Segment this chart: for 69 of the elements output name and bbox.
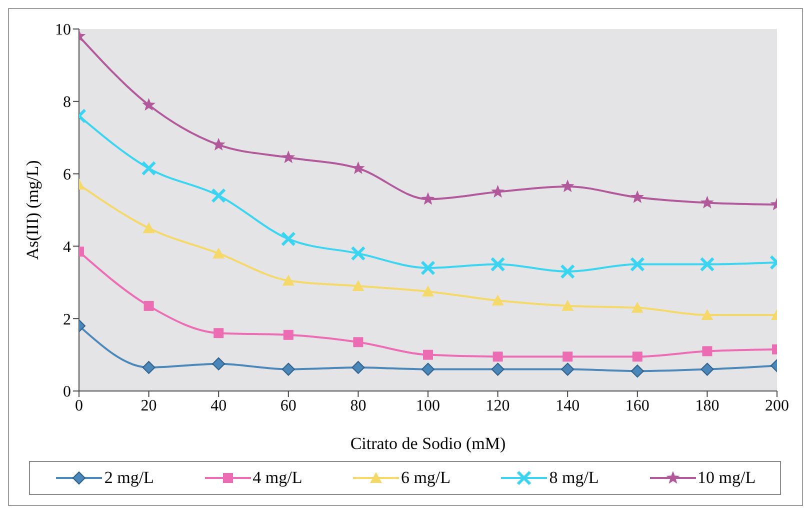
legend-label: 8 mg/L bbox=[549, 468, 599, 488]
point bbox=[492, 352, 503, 362]
point bbox=[561, 362, 574, 376]
x-tick-label: 0 bbox=[75, 397, 83, 414]
point bbox=[214, 328, 224, 338]
y-axis-title: As(III) (mg/L) bbox=[23, 160, 42, 260]
point bbox=[211, 188, 226, 204]
x-tick-label: 160 bbox=[625, 397, 650, 414]
x-tick-label: 200 bbox=[765, 397, 789, 414]
legend-label: 6 mg/L bbox=[400, 468, 451, 488]
point bbox=[560, 179, 574, 192]
point bbox=[492, 294, 504, 306]
x-tick-label: 20 bbox=[140, 397, 157, 414]
point bbox=[700, 362, 714, 376]
point bbox=[212, 138, 226, 151]
point bbox=[142, 222, 155, 234]
y-tick-label: 2 bbox=[63, 311, 71, 328]
point bbox=[422, 285, 434, 296]
point bbox=[422, 362, 434, 376]
point bbox=[421, 192, 435, 205]
x-tick-label: 120 bbox=[486, 397, 510, 414]
y-tick-label: 8 bbox=[63, 94, 71, 112]
point bbox=[282, 150, 296, 164]
point bbox=[632, 352, 642, 362]
x-axis-title: Citrato de Sodio (mM) bbox=[350, 434, 506, 453]
y-tick-label: 0 bbox=[63, 384, 71, 401]
point bbox=[700, 256, 715, 272]
point bbox=[282, 274, 294, 286]
point bbox=[702, 346, 712, 356]
point bbox=[491, 184, 504, 198]
point bbox=[490, 256, 506, 272]
point bbox=[630, 364, 644, 378]
point bbox=[212, 357, 226, 370]
point bbox=[562, 352, 573, 362]
point bbox=[282, 362, 295, 376]
point bbox=[560, 264, 576, 280]
y-tick-label: 4 bbox=[63, 238, 71, 256]
point bbox=[352, 280, 364, 292]
x-tick-label: 100 bbox=[416, 397, 440, 414]
point bbox=[491, 362, 504, 376]
point bbox=[423, 350, 433, 360]
x-tick-label: 60 bbox=[280, 397, 296, 414]
point bbox=[562, 300, 574, 311]
point bbox=[700, 196, 714, 208]
point bbox=[212, 247, 225, 258]
legend-label: 2 mg/L bbox=[104, 468, 154, 488]
point bbox=[350, 246, 366, 261]
point bbox=[280, 231, 296, 246]
point bbox=[630, 190, 644, 203]
point bbox=[142, 98, 156, 111]
point bbox=[630, 256, 645, 272]
point bbox=[353, 337, 364, 348]
x-tick-label: 80 bbox=[350, 397, 366, 414]
point bbox=[141, 160, 156, 176]
x-tick-label: 180 bbox=[695, 397, 720, 414]
point bbox=[283, 330, 294, 340]
point bbox=[144, 300, 154, 311]
legend-label: 4 mg/L bbox=[252, 468, 302, 488]
x-tick-label: 140 bbox=[556, 397, 580, 414]
point bbox=[420, 260, 436, 276]
point bbox=[352, 161, 365, 174]
point bbox=[701, 308, 714, 320]
legend-label: 10 mg/L bbox=[698, 468, 756, 488]
point bbox=[631, 302, 644, 313]
x-tick-label: 40 bbox=[210, 397, 227, 414]
y-tick-label: 10 bbox=[55, 22, 71, 39]
point bbox=[142, 360, 156, 374]
point bbox=[352, 360, 365, 374]
y-tick-label: 6 bbox=[63, 166, 71, 184]
